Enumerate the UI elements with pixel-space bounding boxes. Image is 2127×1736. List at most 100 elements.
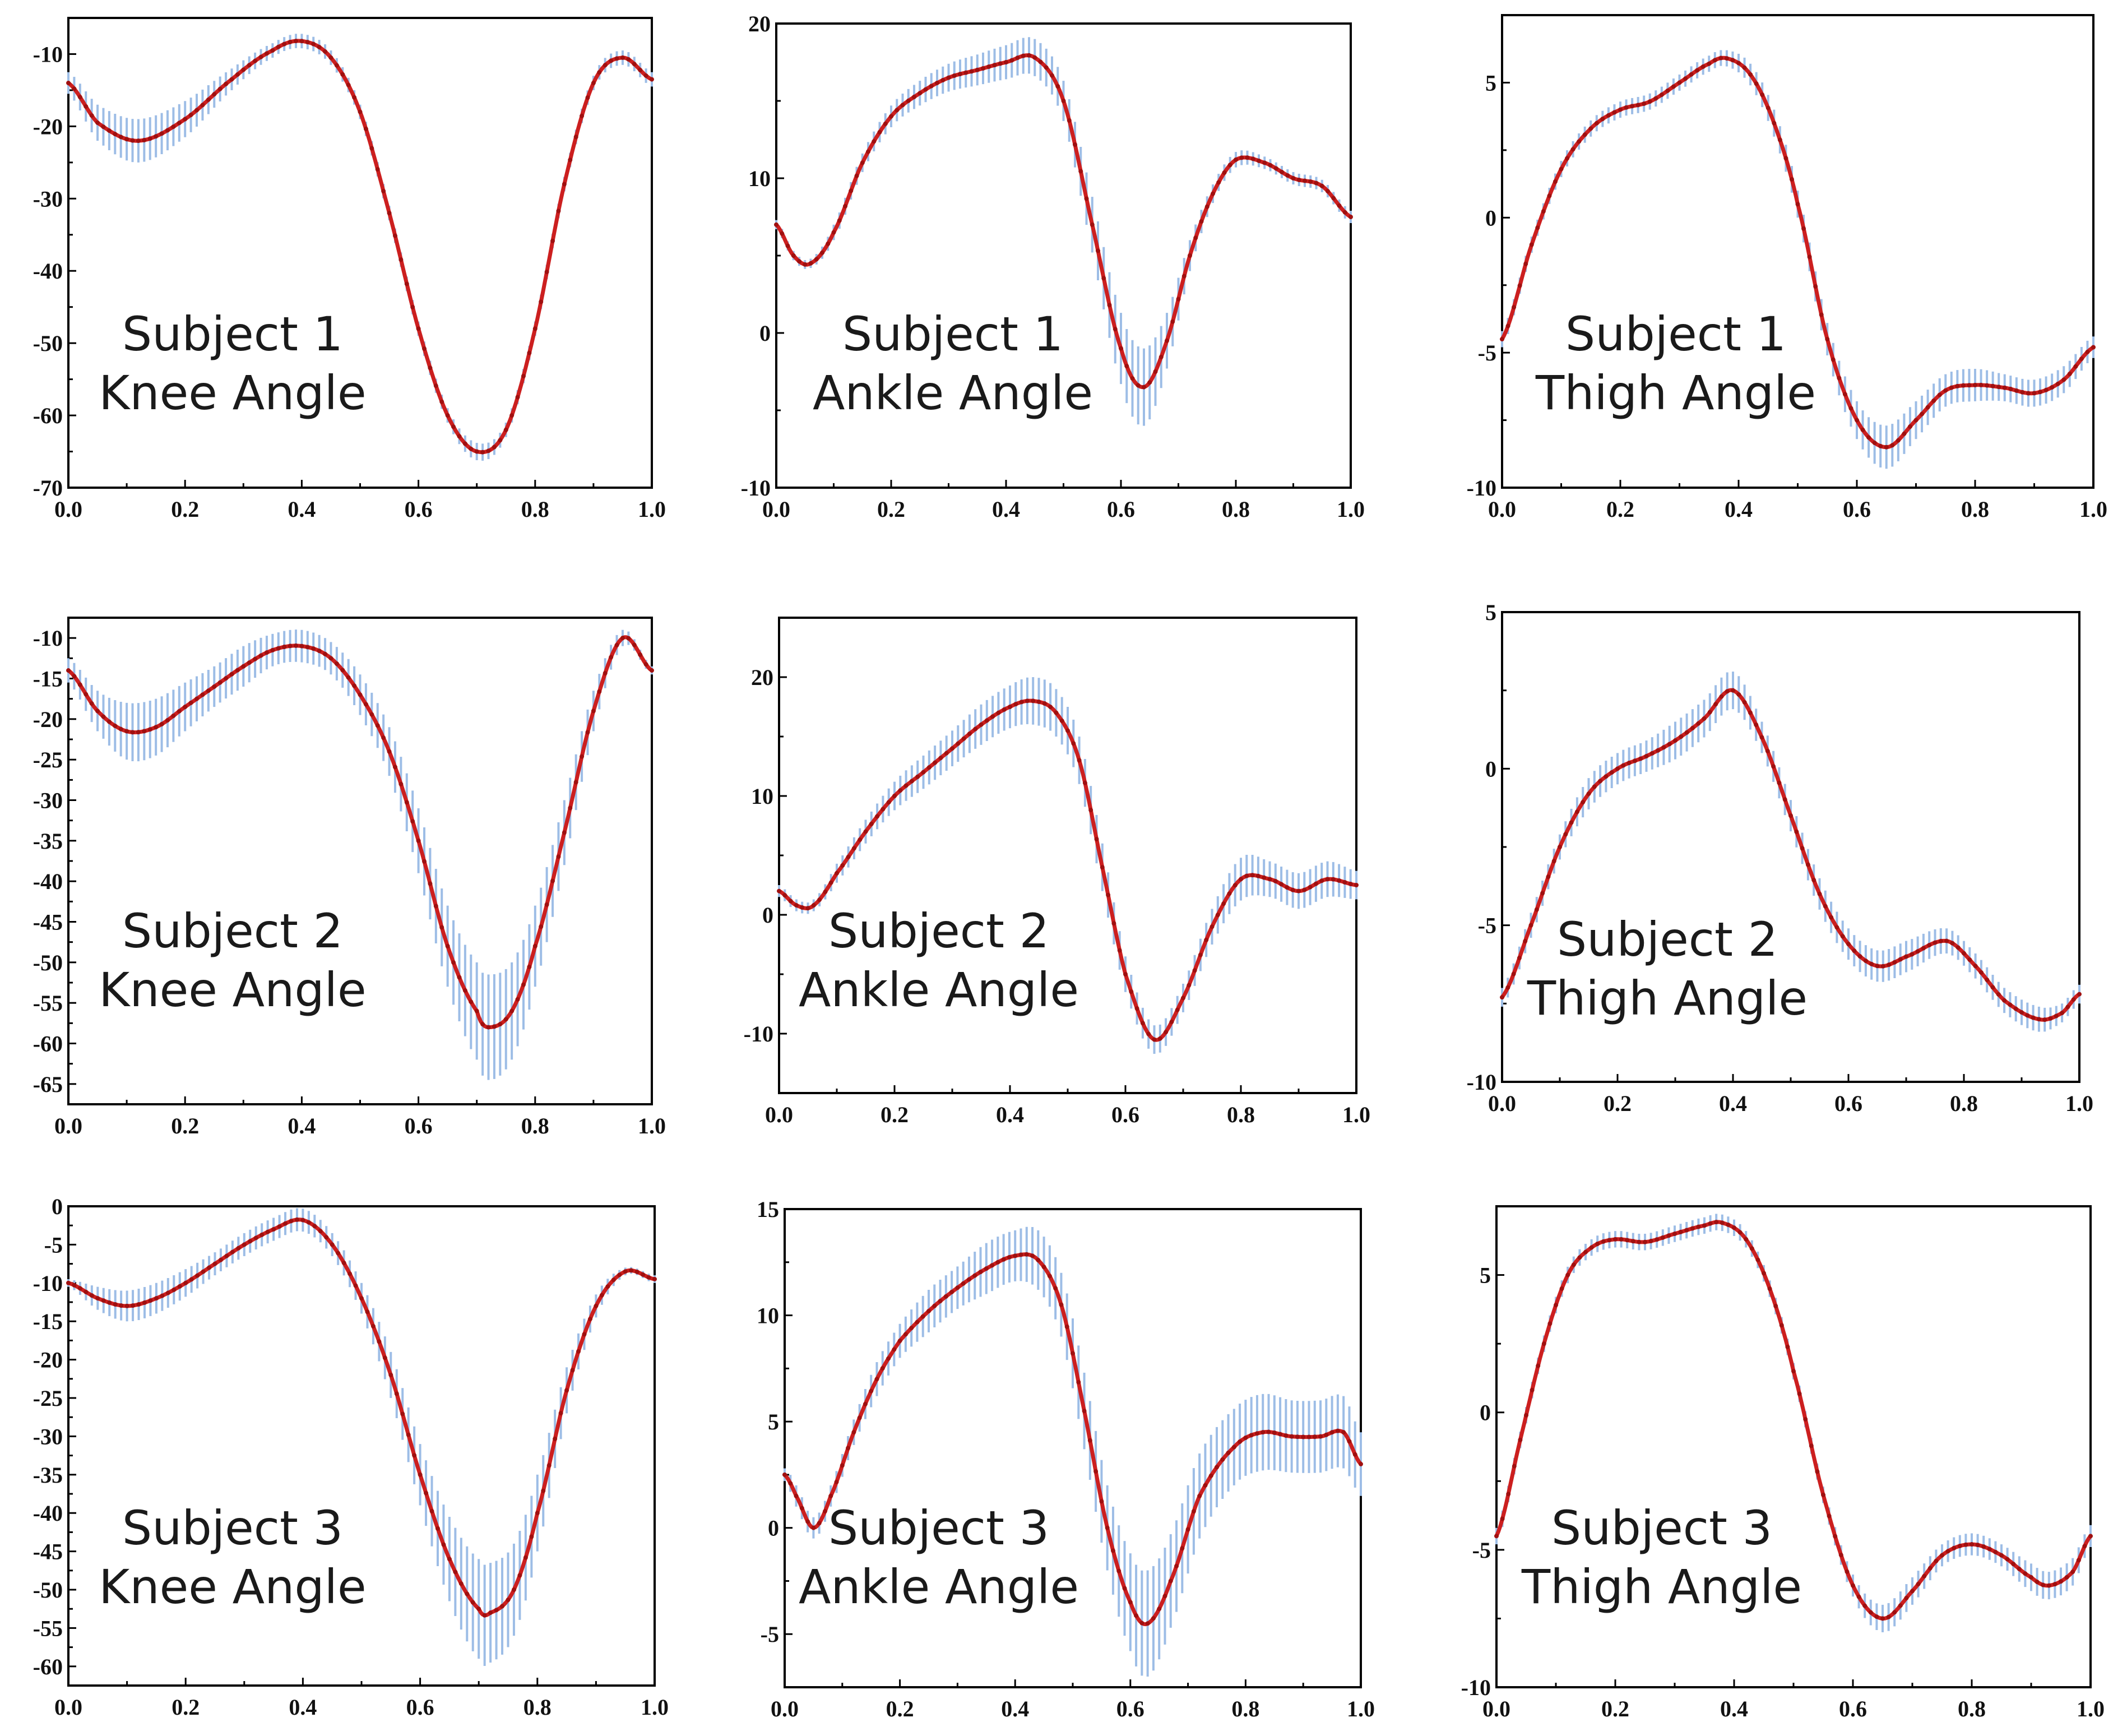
x-tick-label: 0.2: [1601, 1696, 1629, 1721]
plot-frame: [778, 617, 1357, 1094]
mean-point: [1210, 924, 1215, 929]
mean-point: [404, 800, 409, 805]
mean-point: [101, 124, 106, 129]
mean-point: [195, 1273, 200, 1278]
mean-point: [539, 924, 544, 929]
mean-point: [1084, 196, 1089, 201]
y-tick-label: -10: [33, 41, 63, 67]
mean-point: [889, 114, 893, 119]
mean-point: [972, 1273, 977, 1278]
mean-point: [2082, 1544, 2087, 1549]
mean-point: [247, 63, 252, 68]
mean-point: [113, 723, 118, 728]
mean-point: [2032, 391, 2037, 396]
mean-point: [650, 77, 654, 82]
mean-point: [194, 696, 200, 701]
mean-point: [995, 1260, 1000, 1265]
mean-point: [2043, 387, 2049, 392]
x-tick-label: 0.2: [171, 1113, 199, 1138]
x-tick-label: 0.0: [765, 1102, 793, 1127]
mean-point: [1547, 193, 1552, 198]
mean-point: [1331, 196, 1336, 201]
mean-point: [1140, 1021, 1145, 1026]
mean-point: [1726, 1222, 1731, 1227]
mean-point: [1957, 1543, 1962, 1548]
x-tick-label: 0.8: [1231, 1696, 1259, 1721]
mean-point: [1170, 319, 1175, 324]
mean-point: [1749, 1246, 1754, 1251]
y-tick-label: -10: [1467, 475, 1496, 501]
mean-point: [1122, 1586, 1127, 1591]
y-tick-label: -15: [33, 1309, 63, 1334]
mean-point: [172, 1287, 177, 1292]
mean-point: [1679, 734, 1684, 739]
mean-point: [1577, 139, 1582, 144]
mean-point: [1134, 1613, 1139, 1618]
mean-point: [2008, 1002, 2013, 1007]
mean-point: [1777, 780, 1782, 785]
mean-point: [950, 746, 954, 751]
x-tick-label: 0.0: [1482, 1696, 1510, 1721]
mean-point: [1582, 132, 1587, 137]
mean-point: [1945, 1549, 1950, 1554]
mean-point: [811, 1525, 816, 1530]
mean-point: [503, 427, 508, 432]
mean-point: [1031, 698, 1036, 703]
x-tick-label: 0.2: [881, 1102, 909, 1127]
mean-point: [617, 1272, 622, 1277]
mean-point: [388, 1372, 393, 1377]
mean-point: [1904, 1595, 1909, 1600]
mean-point: [1105, 1525, 1110, 1530]
mean-point: [641, 1272, 646, 1277]
mean-point: [328, 55, 333, 60]
mean-point: [1071, 1351, 1075, 1356]
mean-point: [177, 1284, 182, 1289]
mean-point: [89, 113, 94, 118]
mean-point: [136, 1302, 141, 1307]
mean-point: [113, 132, 118, 137]
mean-point: [895, 108, 900, 113]
mean-point: [909, 1326, 914, 1331]
mean-point: [375, 723, 380, 728]
mean-point: [1296, 888, 1301, 894]
mean-point: [2014, 388, 2019, 393]
mean-point: [1559, 1286, 1564, 1291]
mean-point: [1262, 875, 1267, 880]
mean-point: [1684, 1228, 1689, 1233]
mean-point: [1002, 707, 1007, 712]
y-tick-label: -10: [744, 1021, 773, 1047]
mean-point: [2008, 386, 2013, 391]
mean-point: [1955, 383, 1960, 388]
mean-point: [550, 238, 555, 243]
mean-point: [1754, 81, 1759, 86]
mean-point: [1985, 383, 1990, 388]
mean-point: [897, 1339, 902, 1344]
mean-point: [1076, 1379, 1081, 1385]
mean-point: [311, 646, 316, 651]
mean-point: [1898, 957, 1903, 962]
x-tick-label: 0.6: [405, 497, 433, 522]
mean-point: [966, 1277, 971, 1282]
mean-point: [1546, 874, 1551, 879]
panel-subject-label: Subject 3: [828, 1501, 1049, 1556]
mean-point: [160, 1293, 165, 1298]
mean-point: [119, 1303, 124, 1308]
mean-point: [2060, 1011, 2065, 1016]
mean-point: [1638, 756, 1643, 761]
mean-point: [241, 664, 246, 669]
mean-point: [1925, 405, 1930, 410]
mean-point: [1124, 364, 1129, 369]
mean-point: [599, 1293, 604, 1298]
mean-point: [1111, 921, 1116, 926]
mean-point: [1512, 305, 1517, 310]
mean-point: [95, 709, 100, 714]
mean-point: [154, 725, 159, 730]
panel-subject-label: Subject 1: [1565, 307, 1786, 362]
mean-point: [118, 135, 123, 140]
panel-subject-label: Subject 3: [122, 1501, 343, 1556]
mean-point: [258, 653, 263, 658]
x-tick-label: 0.0: [1488, 497, 1516, 522]
mean-point: [1257, 158, 1261, 163]
mean-point: [130, 730, 135, 735]
mean-point: [2077, 992, 2082, 997]
